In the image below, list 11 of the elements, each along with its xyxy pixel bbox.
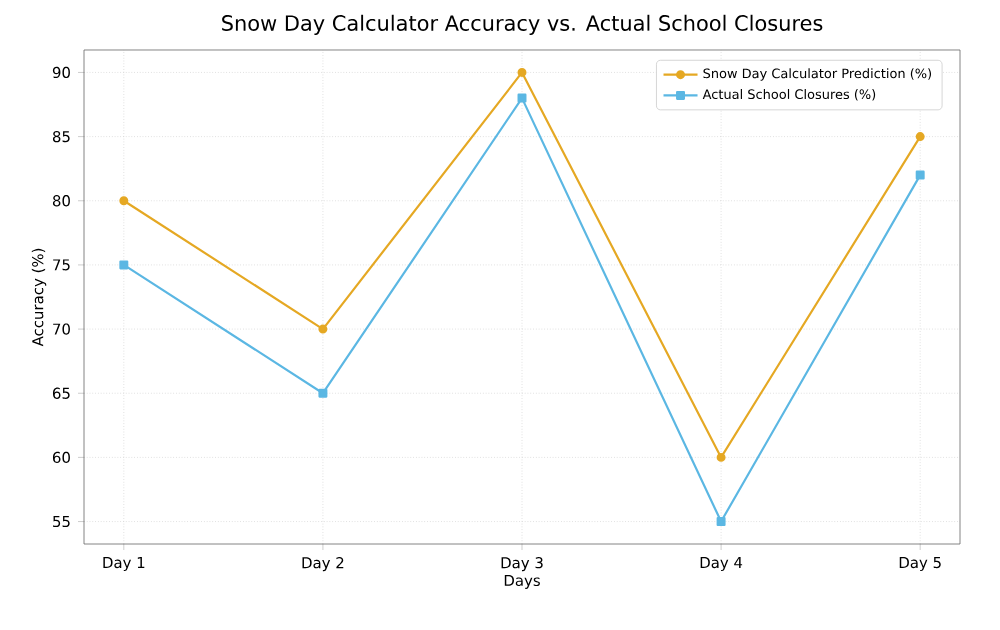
chart-title: Snow Day Calculator Accuracy vs. Actual School Closures xyxy=(222,14,823,35)
point xyxy=(318,388,328,398)
point xyxy=(915,132,925,142)
point xyxy=(716,452,726,462)
point xyxy=(517,93,527,103)
point xyxy=(915,170,925,180)
point xyxy=(318,324,328,334)
point xyxy=(716,517,726,527)
point xyxy=(119,260,129,270)
point xyxy=(119,196,129,206)
point xyxy=(517,67,527,77)
